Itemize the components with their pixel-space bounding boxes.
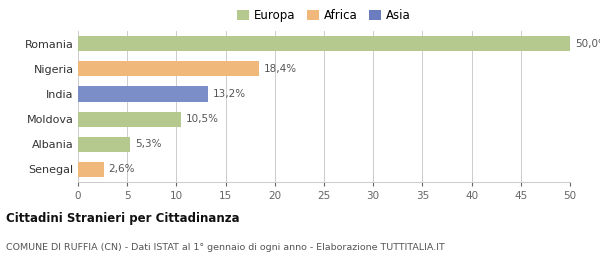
Bar (78, 87, 208, 102)
Text: 2,6%: 2,6% (109, 164, 135, 174)
Bar (78, 61, 259, 76)
Bar (78, 162, 104, 177)
Text: Cittadini Stranieri per Cittadinanza: Cittadini Stranieri per Cittadinanza (6, 212, 239, 225)
Text: 13,2%: 13,2% (213, 89, 246, 99)
Text: 10,5%: 10,5% (186, 114, 219, 124)
Bar (78, 112, 181, 127)
Bar (78, 36, 570, 51)
Text: COMUNE DI RUFFIA (CN) - Dati ISTAT al 1° gennaio di ogni anno - Elaborazione TUT: COMUNE DI RUFFIA (CN) - Dati ISTAT al 1°… (6, 243, 445, 252)
Legend: Europa, Africa, Asia: Europa, Africa, Asia (238, 9, 410, 22)
Text: 18,4%: 18,4% (264, 64, 297, 74)
Text: 50,0%: 50,0% (575, 39, 600, 49)
Text: 5,3%: 5,3% (135, 139, 161, 149)
Bar (78, 137, 130, 152)
